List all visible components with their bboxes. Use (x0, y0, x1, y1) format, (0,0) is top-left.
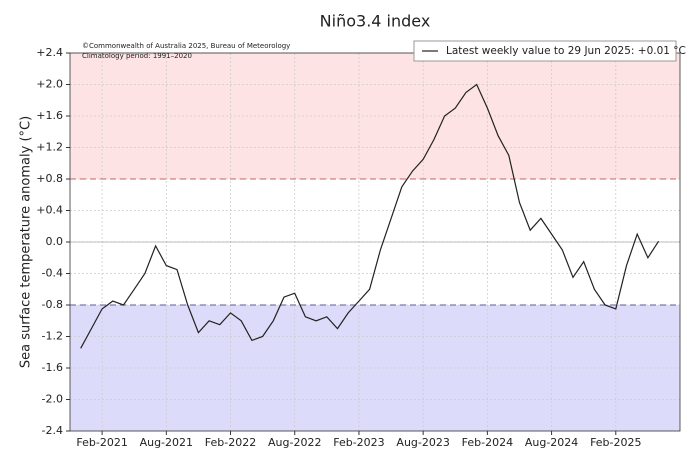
x-tick-label: Feb-2024 (462, 436, 513, 449)
series-line (80, 83, 660, 349)
y-axis-label: Sea surface temperature anomaly (°C) (19, 116, 34, 368)
plot-frame (69, 52, 681, 432)
y-tick-label: +2.4 (36, 46, 63, 59)
y-tick-label: -2.0 (42, 393, 63, 406)
y-tick-label: 0.0 (46, 235, 64, 248)
y-tick-label: +2.0 (36, 78, 63, 91)
y-tick-label: +1.6 (36, 109, 63, 122)
y-tick-label: +0.8 (36, 172, 63, 185)
x-tick-label: Feb-2021 (76, 436, 127, 449)
x-tick-label: Aug-2024 (525, 436, 578, 449)
x-tick-label: Aug-2021 (140, 436, 193, 449)
annotation: Climatology period: 1991–2020 (82, 52, 192, 60)
annotation: ©Commonwealth of Australia 2025, Bureau … (82, 42, 290, 50)
x-tick-label: Feb-2022 (205, 436, 256, 449)
y-tick-label: +0.4 (36, 204, 63, 217)
y-tick-label: -0.4 (42, 267, 63, 280)
x-tick-label: Aug-2023 (396, 436, 449, 449)
legend-box (413, 40, 677, 62)
y-tick-label: -2.4 (42, 424, 63, 437)
x-tick-label: Feb-2023 (333, 436, 384, 449)
y-tick-label: +1.2 (36, 141, 63, 154)
y-tick-label: -1.6 (42, 361, 63, 374)
x-tick-label: Feb-2025 (590, 436, 641, 449)
x-tick-label: Aug-2022 (268, 436, 321, 449)
legend-label: Latest weekly value to 29 Jun 2025: +0.0… (446, 45, 686, 57)
chart-title: Niño3.4 index (320, 12, 431, 31)
y-tick-label: -0.8 (42, 298, 63, 311)
y-tick-label: -1.2 (42, 330, 63, 343)
